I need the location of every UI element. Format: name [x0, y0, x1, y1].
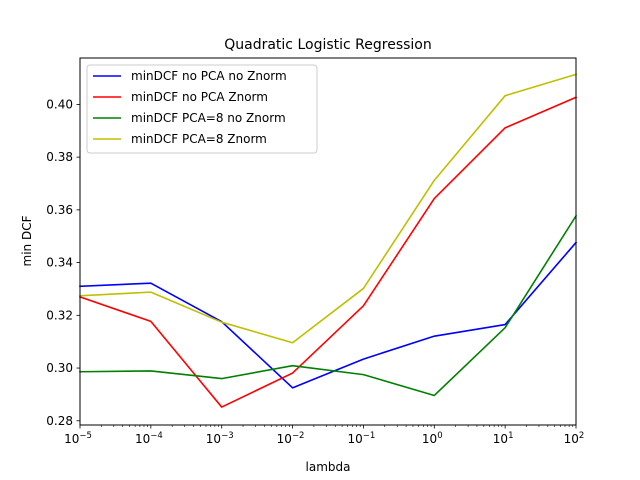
x-tick-exponent: −1: [363, 431, 376, 441]
x-tick-base: 10: [135, 432, 150, 446]
x-tick-base: 10: [348, 432, 363, 446]
x-tick-base: 10: [64, 432, 79, 446]
x-tick-base: 10: [277, 432, 292, 446]
x-tick-exponent: −4: [150, 431, 163, 441]
y-tick-label: 0.30: [46, 361, 73, 375]
x-tick-label: 10−2: [277, 431, 305, 446]
legend-label-2: minDCF no PCA Znorm: [131, 90, 268, 104]
legend-label-1: minDCF no PCA no Znorm: [131, 69, 287, 83]
legend-label-4: minDCF PCA=8 Znorm: [131, 132, 267, 146]
legend-box: [86, 64, 318, 154]
x-tick-exponent: −5: [79, 431, 92, 441]
legend: minDCF no PCA no Znorm minDCF no PCA Znor…: [86, 64, 318, 154]
y-axis-label: min DCF: [20, 215, 34, 266]
x-tick-label: 10−4: [135, 431, 163, 446]
x-tick-label: 10−5: [64, 431, 92, 446]
x-tick-exponent: 0: [437, 431, 442, 441]
series-layer: [78, 73, 578, 408]
x-tick-base: 10: [493, 432, 508, 446]
x-tick-exponent: −3: [221, 431, 234, 441]
y-tick-label: 0.38: [46, 150, 73, 164]
x-tick-base: 10: [422, 432, 437, 446]
series-line-3: [79, 214, 578, 397]
plot-frame: [79, 57, 577, 426]
y-tick-label: 0.28: [46, 414, 73, 428]
x-tick-label: 10−1: [348, 431, 376, 446]
series-line-4: [79, 73, 577, 344]
x-tick-base: 10: [564, 432, 579, 446]
y-tick-label: 0.34: [46, 256, 73, 270]
x-tick-label: 101: [493, 431, 514, 446]
x-tick-exponent: 1: [508, 431, 513, 441]
x-tick-label: 10−3: [206, 431, 234, 446]
chart-title: Quadratic Logistic Regression: [224, 37, 432, 53]
x-tick-exponent: 2: [579, 431, 584, 441]
y-axis-ticks: 0.28 0.30 0.32 0.34 0.36 0.38 0.40: [46, 97, 80, 428]
series-line-1: [79, 241, 578, 389]
y-tick-label: 0.32: [46, 308, 73, 322]
legend-label-3: minDCF PCA=8 no Znorm: [131, 111, 286, 125]
y-tick-label: 0.36: [46, 203, 73, 217]
y-tick-label: 0.40: [46, 97, 73, 111]
x-tick-exponent: −2: [292, 431, 305, 441]
x-tick-label: 102: [564, 431, 585, 446]
x-axis-ticks: 10−5 10−4 10−3 10−2 10−1 100 101 102: [64, 425, 584, 446]
x-tick-label: 100: [422, 431, 443, 446]
x-tick-base: 10: [206, 432, 221, 446]
series-line-2: [78, 96, 578, 408]
x-axis-label: lambda: [306, 460, 351, 474]
